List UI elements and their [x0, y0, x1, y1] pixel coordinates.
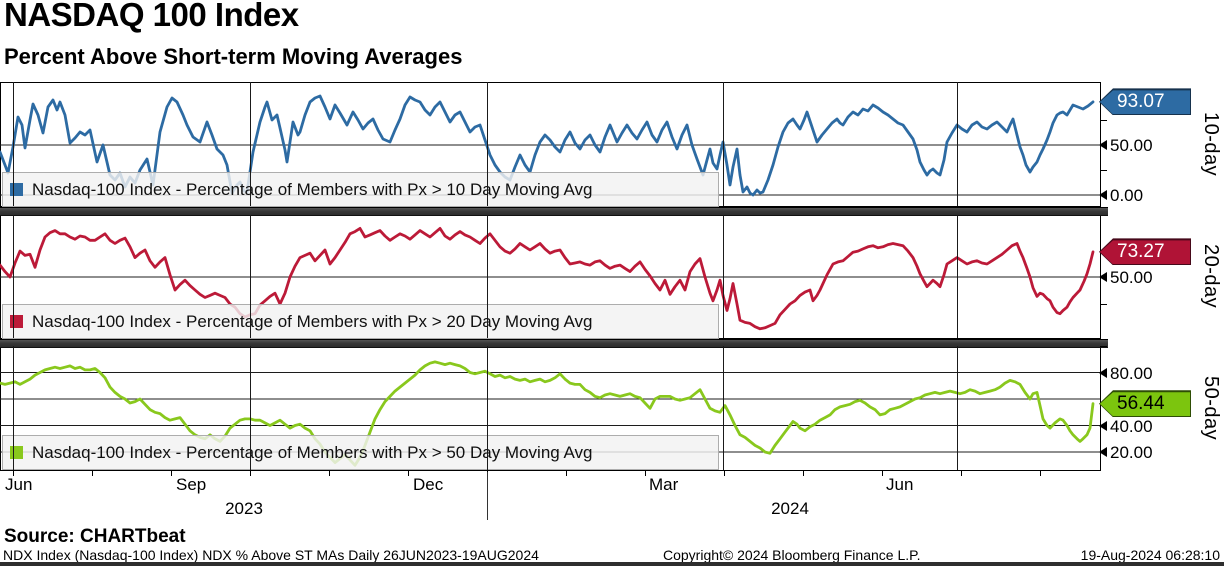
last-value-badge-50-day: 56.44	[1099, 390, 1191, 418]
x-axis-month-tick	[724, 471, 725, 476]
axis-tick-label-10-day: 0.00	[1110, 186, 1144, 205]
vertical-gridline	[723, 82, 724, 206]
x-axis-label-Sep: Sep	[176, 475, 207, 494]
axis-tick-arrow-50-day	[1099, 447, 1107, 457]
axis-tick-label-10-day: 50.00	[1110, 136, 1153, 155]
vertical-gridline	[13, 215, 14, 338]
vertical-gridline	[250, 82, 251, 206]
axis-tick-label-20-day: 50.00	[1110, 268, 1153, 287]
x-axis-month-tick	[961, 471, 962, 476]
x-axis-label-Dec: Dec	[413, 475, 444, 494]
legend-10day: Nasdaq-100 Index - Percentage of Members…	[2, 172, 719, 207]
page-subtitle: Percent Above Short-term Moving Averages	[4, 44, 463, 69]
x-axis-month-tick	[566, 471, 567, 476]
vertical-gridline	[723, 215, 724, 338]
bottom-bar	[0, 562, 1224, 566]
last-value-text-50-day: 56.44	[1100, 392, 1190, 417]
vertical-gridline	[250, 346, 251, 470]
legend-20day: Nasdaq-100 Index - Percentage of Members…	[2, 304, 719, 339]
x-axis-year-separator	[487, 472, 488, 520]
x-axis-year-2023: 2023	[225, 499, 263, 518]
x-axis-end-tick	[1100, 464, 1101, 471]
ticker-meta-label: NDX Index (Nasdaq-100 Index) NDX % Above…	[3, 547, 539, 563]
legend-label-20day: Nasdaq-100 Index - Percentage of Members…	[32, 311, 593, 331]
axis-tick-label-50-day: 40.00	[1110, 416, 1153, 436]
legend-label-50day: Nasdaq-100 Index - Percentage of Members…	[32, 442, 593, 462]
x-axis-month-tick	[882, 471, 883, 476]
x-axis-label-Jun: Jun	[5, 475, 33, 494]
legend-swatch-10day	[10, 183, 23, 196]
vertical-gridline	[723, 346, 724, 470]
axis-tick-arrow-10-day	[1099, 190, 1107, 200]
vertical-gridline	[957, 82, 958, 206]
axis-minor-tick-10-day	[1100, 120, 1107, 121]
x-axis-month-tick	[1040, 471, 1041, 476]
axis-tick-label-50-day: 20.00	[1110, 443, 1153, 462]
last-value-badge-10-day: 93.07	[1099, 88, 1191, 116]
panel-axis-label-20-day: 20-day	[1200, 244, 1222, 309]
vertical-gridline	[957, 215, 958, 338]
x-axis-month-tick	[13, 471, 14, 476]
panel-separator-1	[0, 207, 1108, 216]
copyright-label: Copyright© 2024 Bloomberg Finance L.P.	[663, 547, 921, 563]
x-axis-month-tick	[329, 471, 330, 476]
x-axis-month-tick	[92, 471, 93, 476]
page-title: NASDAQ 100 Index	[4, 0, 299, 33]
vertical-gridline	[487, 82, 488, 206]
axis-tick-arrow-20-day	[1099, 272, 1107, 282]
timestamp-label: 19-Aug-2024 06:28:10	[1080, 547, 1220, 563]
axis-tick-arrow-10-day	[1099, 140, 1107, 150]
panel-axis-label-50-day: 50-day	[1200, 375, 1222, 441]
x-axis-month-tick	[645, 471, 646, 476]
legend-50day: Nasdaq-100 Index - Percentage of Members…	[2, 435, 719, 470]
vertical-gridline	[957, 346, 958, 470]
panel-separator-2	[0, 339, 1108, 348]
axis-tick-arrow-50-day	[1099, 367, 1107, 378]
x-axis-year-2024: 2024	[771, 499, 809, 518]
x-axis-label-Jun: Jun	[886, 475, 914, 494]
x-axis-month-tick	[803, 471, 804, 476]
axis-tick-label-50-day: 80.00	[1110, 363, 1153, 383]
vertical-gridline	[487, 346, 488, 470]
x-axis-label-Mar: Mar	[649, 475, 679, 494]
legend-label-10day: Nasdaq-100 Index - Percentage of Members…	[32, 179, 593, 199]
vertical-gridline	[250, 215, 251, 338]
x-axis-month-tick	[250, 471, 251, 476]
x-axis-month-tick	[171, 471, 172, 476]
axis-tick-arrow-50-day	[1099, 420, 1107, 431]
axis-minor-tick-50-day	[1100, 346, 1107, 347]
axis-minor-tick-20-day	[1100, 304, 1107, 305]
legend-swatch-20day	[10, 315, 23, 328]
last-value-text-10-day: 93.07	[1100, 90, 1190, 115]
vertical-gridline	[487, 215, 488, 338]
last-value-text-20-day: 73.27	[1100, 240, 1190, 265]
legend-swatch-50day	[10, 446, 23, 459]
panel-axis-label-10-day: 10-day	[1200, 111, 1222, 177]
axis-minor-tick-10-day	[1100, 170, 1107, 171]
vertical-gridline	[13, 346, 14, 470]
vertical-gridline	[13, 82, 14, 206]
x-axis-month-tick	[408, 471, 409, 476]
source-label: Source: CHARTbeat	[4, 526, 186, 547]
last-value-badge-20-day: 73.27	[1099, 238, 1191, 266]
